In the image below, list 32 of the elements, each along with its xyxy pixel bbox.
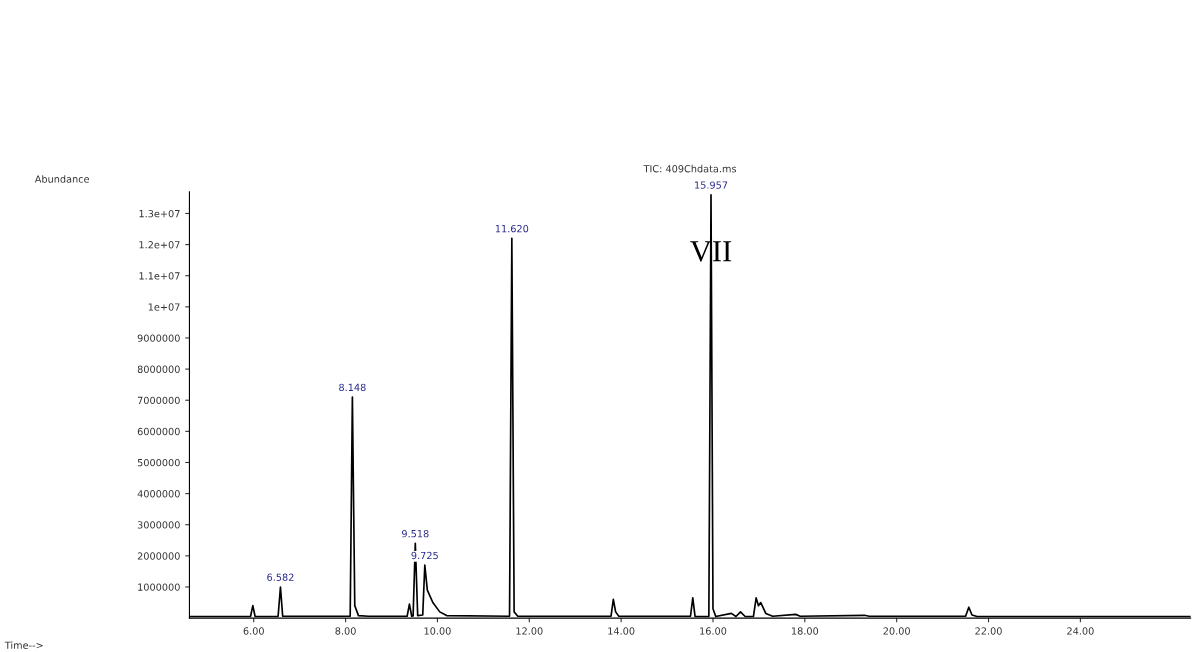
x-tick-label: 18.00 [791, 627, 819, 635]
y-tick-label: 6000000 [137, 427, 180, 436]
x-tick-label: 22.00 [975, 627, 1002, 635]
y-tick-label: 8000000 [137, 365, 180, 373]
y-tick-label: 7000000 [137, 396, 180, 405]
annotation: 9.725 [411, 551, 438, 560]
y-tick-label: 1e+07 [148, 303, 180, 311]
annotation: 11.620 [495, 224, 529, 233]
annotation: 15.957 [695, 181, 728, 189]
text: Time--> [4, 641, 43, 649]
annotation: 8.148 [339, 383, 366, 392]
y-tick-label: 1.3e+07 [139, 209, 180, 218]
annotation: 9.518 [402, 529, 429, 538]
x-tick-label: 16.00 [700, 627, 727, 635]
annotation: 6.582 [267, 573, 294, 581]
x-tick-label: 10.00 [424, 627, 451, 635]
x-tick-label: 6.00 [243, 627, 264, 635]
y-tick-label: 3000000 [137, 521, 180, 529]
y-tick-label: 1000000 [138, 583, 180, 591]
y-tick-label: 5000000 [137, 458, 180, 467]
chart-title: TIC: 409Chdata.ms [643, 164, 737, 173]
y-tick-label: 9000000 [137, 334, 180, 342]
y-tick-label: 1.2e+07 [139, 241, 180, 249]
x-tick-label: 8.00 [335, 627, 356, 635]
x-tick-label: 24.00 [1067, 627, 1094, 635]
y-tick-label: 1.1e+07 [139, 272, 180, 280]
x-tick-label: 12.00 [516, 627, 543, 635]
text: Abundance [34, 175, 90, 183]
y-tick-label: 4000000 [137, 490, 180, 498]
x-tick-label: 20.00 [883, 627, 910, 635]
y-tick-label: 2000000 [137, 552, 180, 560]
x-tick-label: 14.00 [608, 627, 635, 635]
